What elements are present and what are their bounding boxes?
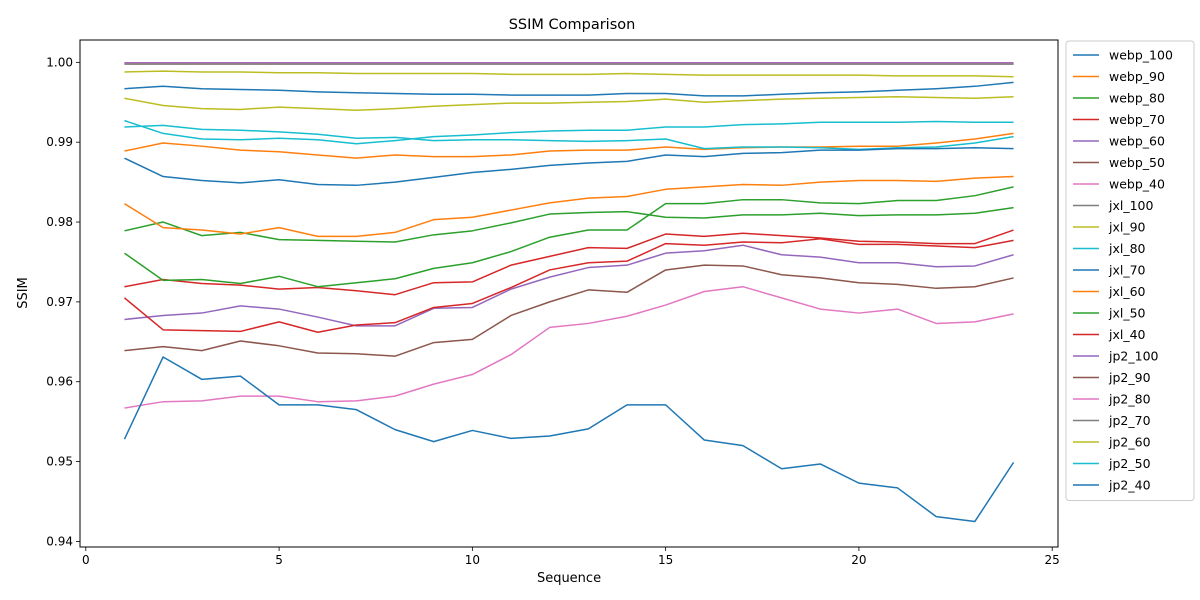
legend-item: webp_60 bbox=[1073, 134, 1165, 149]
x-tick-label: 0 bbox=[82, 553, 90, 567]
y-tick-label: 0.99 bbox=[46, 135, 73, 149]
y-tick-label: 0.98 bbox=[46, 215, 73, 229]
legend-label: webp_100 bbox=[1109, 48, 1173, 63]
x-tick-label: 5 bbox=[275, 553, 283, 567]
legend-item: jxl_80 bbox=[1073, 241, 1146, 256]
y-tick-label: 0.94 bbox=[46, 534, 73, 548]
legend-label: webp_40 bbox=[1109, 177, 1165, 192]
x-axis: 0 5 10 15 20 25 bbox=[82, 547, 1060, 567]
series-line-jp2-60 bbox=[124, 95, 1014, 112]
legend-item: jp2_90 bbox=[1073, 370, 1151, 385]
legend-label: jxl_50 bbox=[1108, 306, 1146, 321]
legend-label: webp_90 bbox=[1109, 69, 1165, 84]
legend-item: jxl_100 bbox=[1073, 198, 1153, 213]
legend-box bbox=[1065, 40, 1195, 501]
y-tick-label: 0.96 bbox=[46, 375, 73, 389]
legend-item: jp2_70 bbox=[1073, 413, 1151, 428]
legend-item: jxl_70 bbox=[1073, 263, 1146, 278]
series-line-jp2-40 bbox=[123, 356, 1015, 523]
legend-item: jxl_90 bbox=[1073, 220, 1146, 235]
series-line-webp-70 bbox=[124, 229, 1014, 296]
legend-item: jp2_80 bbox=[1073, 392, 1151, 407]
series-line-webp-50 bbox=[124, 264, 1014, 357]
legend-label: webp_50 bbox=[1109, 155, 1165, 170]
legend-item: jxl_40 bbox=[1073, 327, 1146, 342]
legend-item: webp_80 bbox=[1073, 91, 1165, 106]
series-line-webp-80 bbox=[124, 206, 1014, 243]
legend-label: jp2_80 bbox=[1108, 392, 1151, 407]
legend-item: webp_70 bbox=[1073, 112, 1165, 127]
y-tick-label: 1.00 bbox=[46, 55, 73, 69]
plot-frame bbox=[79, 39, 1059, 548]
legend-item: jp2_100 bbox=[1073, 349, 1159, 364]
y-axis-label: SSIM bbox=[16, 277, 31, 309]
series-line-jxl-60 bbox=[124, 175, 1014, 238]
legend-label: jp2_50 bbox=[1108, 456, 1151, 471]
legend-item: jp2_50 bbox=[1073, 456, 1151, 471]
legend-label: jxl_80 bbox=[1108, 241, 1146, 256]
series-line-jxl-50 bbox=[124, 186, 1014, 288]
legend: webp_100 webp_90 webp_80 webp_70 webp_60webp… bbox=[1065, 40, 1195, 501]
plot-lines bbox=[123, 62, 1015, 523]
series-line-jxl-70 bbox=[124, 147, 1014, 187]
legend-item: jp2_40 bbox=[1073, 478, 1151, 493]
y-tick-label: 0.97 bbox=[46, 295, 73, 309]
legend-item: jp2_60 bbox=[1073, 435, 1151, 450]
legend-label: jxl_90 bbox=[1108, 220, 1146, 235]
legend-label: jp2_60 bbox=[1108, 435, 1151, 450]
series-line-jxl-80 bbox=[124, 124, 1014, 151]
series-line-webp-60 bbox=[124, 244, 1014, 327]
legend-item: jxl_60 bbox=[1073, 284, 1146, 299]
series-line-webp-90 bbox=[124, 132, 1014, 159]
x-tick-label: 25 bbox=[1045, 553, 1060, 567]
legend-item: webp_100 bbox=[1073, 48, 1173, 63]
legend-label: webp_80 bbox=[1109, 91, 1165, 106]
legend-item: webp_50 bbox=[1073, 155, 1165, 170]
x-tick-label: 15 bbox=[658, 553, 673, 567]
x-tick-label: 10 bbox=[465, 553, 480, 567]
legend-label: jp2_40 bbox=[1108, 478, 1151, 493]
legend-label: jp2_100 bbox=[1108, 349, 1159, 364]
y-axis: 0.94 0.95 0.96 0.97 0.98 0.99 1.00 bbox=[46, 55, 80, 548]
legend-label: jxl_70 bbox=[1108, 263, 1146, 278]
legend-label: jxl_60 bbox=[1108, 284, 1146, 299]
chart-title: SSIM Comparison bbox=[509, 17, 636, 33]
x-axis-label: Sequence bbox=[537, 571, 601, 586]
series-line-jxl-90 bbox=[124, 70, 1014, 78]
legend-item: webp_90 bbox=[1073, 69, 1165, 84]
legend-label: jxl_40 bbox=[1108, 327, 1146, 342]
legend-label: jxl_100 bbox=[1108, 198, 1153, 213]
series-line-webp-100 bbox=[124, 81, 1014, 97]
series-line-webp-40 bbox=[124, 285, 1014, 409]
legend-label: jp2_70 bbox=[1108, 413, 1151, 428]
y-tick-label: 0.95 bbox=[46, 455, 73, 469]
legend-label: webp_70 bbox=[1109, 112, 1165, 127]
series-line-jp2-50 bbox=[124, 119, 1014, 145]
x-tick-label: 20 bbox=[851, 553, 866, 567]
legend-label: jp2_90 bbox=[1108, 370, 1151, 385]
legend-item: jxl_50 bbox=[1073, 306, 1146, 321]
legend-item: webp_40 bbox=[1073, 177, 1165, 192]
series-line-jxl-40 bbox=[123, 238, 1014, 333]
legend-label: webp_60 bbox=[1109, 134, 1165, 149]
